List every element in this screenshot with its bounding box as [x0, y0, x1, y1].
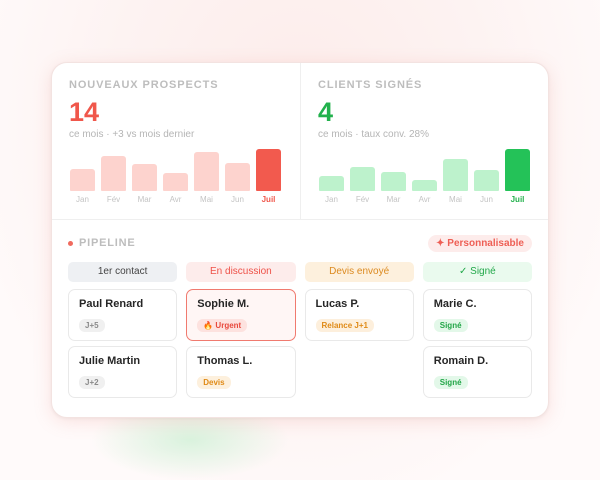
stat-signed-clients: CLIENTS SIGNÉS 4 ce mois · taux conv. 28…	[300, 63, 548, 219]
month-labels: Jan Fév Mar Avr Mai Jun Juil	[70, 195, 283, 204]
stat-subtitle: ce mois · taux conv. 28%	[318, 129, 429, 140]
month-label: Avr	[418, 195, 431, 204]
mini-bar-chart	[319, 149, 532, 191]
stat-value: 14	[69, 97, 100, 127]
chart-bar	[225, 163, 250, 191]
chart-bar	[194, 152, 219, 191]
month-label: Jan	[76, 195, 89, 204]
stat-label: CLIENTS SIGNÉS	[318, 79, 423, 91]
deal-card[interactable]: Lucas P. Relance J+1	[304, 289, 414, 341]
deal-tag: Devis	[197, 376, 231, 389]
month-label: Jun	[480, 195, 493, 204]
deal-tag: 🔥 Urgent	[197, 319, 248, 332]
column-header[interactable]: 1er contact	[68, 262, 178, 282]
column-cards: Lucas P. Relance J+1	[304, 289, 414, 341]
chart-bar	[505, 149, 530, 191]
deal-card[interactable]: Thomas L. Devis	[186, 346, 296, 398]
pipeline-column: ✓ Signé Marie C. Signé Romain D. Signé	[422, 262, 532, 398]
stat-new-prospects: NOUVEAUX PROSPECTS 14 ce mois · +3 vs mo…	[52, 63, 300, 219]
deal-tag: Signé	[433, 319, 468, 332]
deal-name: Sophie M.	[197, 298, 250, 310]
chart-bar	[443, 159, 468, 191]
chart-bar	[70, 169, 95, 191]
chart-bar	[412, 180, 437, 191]
deal-tag: J+2	[79, 376, 105, 389]
month-label: Mar	[386, 195, 401, 204]
month-label: Mar	[137, 195, 152, 204]
deal-tag: Relance J+1	[315, 319, 374, 332]
month-label: Juil	[261, 195, 276, 204]
chart-bar	[381, 172, 406, 191]
chart-bar	[474, 170, 499, 191]
month-labels: Jan Fév Mar Avr Mai Jun Juil	[319, 195, 532, 204]
deal-card[interactable]: Romain D. Signé	[422, 346, 532, 398]
chart-bar	[132, 164, 157, 191]
month-label: Jun	[231, 195, 244, 204]
column-header[interactable]: En discussion	[186, 262, 296, 282]
deal-name: Romain D.	[433, 355, 489, 367]
month-label: Mai	[200, 195, 213, 204]
pipeline-column: Devis envoyé Lucas P. Relance J+1	[304, 262, 414, 398]
pipeline-title: PIPELINE	[68, 237, 136, 249]
mini-bar-chart	[70, 149, 283, 191]
column-cards: Sophie M. 🔥 Urgent Thomas L. Devis	[186, 289, 296, 398]
month-label: Fév	[106, 195, 121, 204]
pipeline-column: 1er contact Paul Renard J+5 Julie Martin J+2	[68, 262, 178, 398]
pipeline-header: PIPELINE ✦ Personnalisable	[68, 234, 532, 252]
deal-name: Marie C.	[433, 298, 477, 310]
column-cards: Marie C. Signé Romain D. Signé	[422, 289, 532, 398]
deal-name: Julie Martin	[79, 355, 141, 367]
chart-bar	[319, 176, 344, 191]
deal-card[interactable]: Marie C. Signé	[422, 289, 532, 341]
dashboard-card: NOUVEAUX PROSPECTS 14 ce mois · +3 vs mo…	[51, 62, 549, 418]
status-dot-icon	[68, 240, 73, 246]
chart-bar	[256, 149, 281, 191]
deal-tag: J+5	[79, 319, 105, 332]
chart-bar	[101, 156, 126, 191]
pipeline-section: PIPELINE ✦ Personnalisable 1er contact Pa…	[52, 220, 548, 398]
deal-name: Lucas P.	[315, 298, 360, 310]
deal-card[interactable]: Sophie M. 🔥 Urgent	[186, 289, 296, 341]
month-label: Jan	[325, 195, 338, 204]
deal-card[interactable]: Paul Renard J+5	[68, 289, 178, 341]
deal-card[interactable]: Julie Martin J+2	[68, 346, 178, 398]
pipeline-column: En discussion Sophie M. 🔥 Urgent Thomas L. D…	[186, 262, 296, 398]
stat-subtitle: ce mois · +3 vs mois dernier	[69, 129, 195, 140]
pipeline-title-text: PIPELINE	[79, 237, 136, 249]
chart-bar	[163, 173, 188, 191]
month-label: Avr	[169, 195, 182, 204]
stat-value: 4	[318, 97, 334, 127]
deal-name: Paul Renard	[79, 298, 144, 310]
customizable-button[interactable]: ✦ Personnalisable	[428, 234, 532, 252]
stat-label: NOUVEAUX PROSPECTS	[69, 79, 219, 91]
column-cards: Paul Renard J+5 Julie Martin J+2	[68, 289, 178, 398]
pipeline-columns: 1er contact Paul Renard J+5 Julie Martin J+2…	[68, 262, 532, 398]
deal-name: Thomas L.	[197, 355, 253, 367]
month-label: Fév	[355, 195, 370, 204]
column-header[interactable]: ✓ Signé	[422, 262, 532, 282]
month-label: Juil	[510, 195, 525, 204]
stats-row: NOUVEAUX PROSPECTS 14 ce mois · +3 vs mo…	[52, 63, 548, 220]
deal-tag: Signé	[433, 376, 468, 389]
chart-bar	[350, 167, 375, 191]
month-label: Mai	[449, 195, 462, 204]
column-header[interactable]: Devis envoyé	[304, 262, 414, 282]
